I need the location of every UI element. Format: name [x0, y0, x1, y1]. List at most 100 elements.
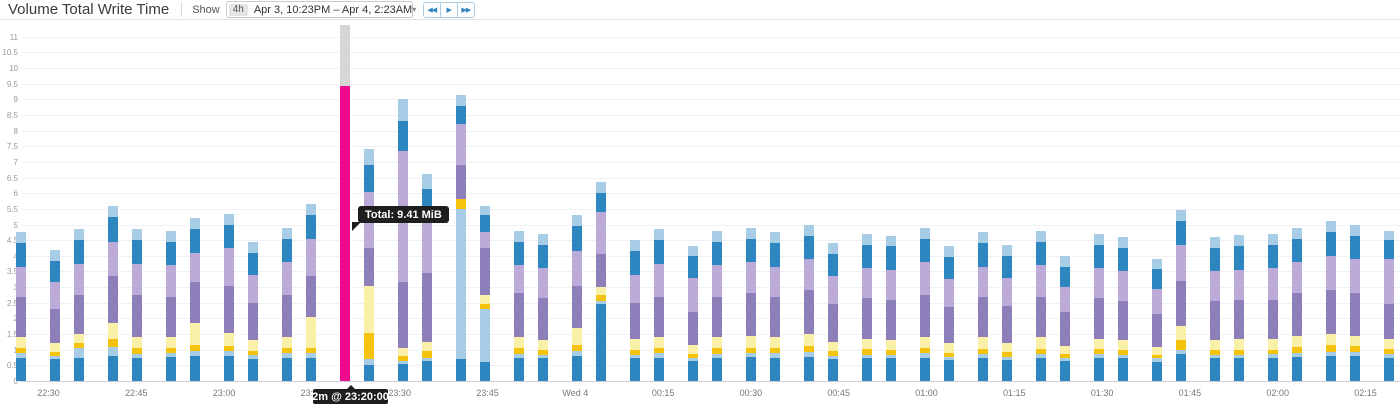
bar-segment-light-purple — [746, 262, 756, 294]
skip-forward-icon: ▶▶ — [461, 6, 471, 14]
bar-segment-blue-2 — [1291, 238, 1302, 263]
bar-segment-purple — [769, 296, 780, 338]
stacked-bar[interactable] — [108, 205, 118, 381]
bar-segment-blue-2 — [456, 105, 466, 125]
bar-segment-light-blue — [224, 351, 234, 356]
stacked-bar[interactable] — [456, 94, 466, 381]
stacked-bar[interactable] — [189, 218, 200, 381]
gridline — [22, 287, 1400, 289]
stacked-bar[interactable] — [1233, 235, 1244, 381]
bar-segment-gold — [1384, 349, 1394, 354]
stacked-bar[interactable] — [1152, 259, 1162, 381]
bar-segment-blue-2 — [1384, 240, 1394, 259]
stacked-bar[interactable] — [630, 240, 640, 381]
stacked-bar[interactable] — [1117, 237, 1128, 381]
stacked-bar[interactable] — [421, 174, 432, 381]
stacked-bar[interactable] — [920, 227, 930, 381]
selected-bar[interactable] — [340, 86, 350, 381]
bar-segment-blue-2 — [282, 238, 292, 263]
stacked-bar[interactable] — [1268, 233, 1278, 381]
stacked-bar[interactable] — [15, 232, 26, 381]
stacked-bar[interactable] — [1384, 230, 1394, 381]
bar-segment-light-blue — [166, 352, 176, 357]
bar-segment-pale-yellow — [1384, 338, 1394, 350]
bar-segment-blue-2 — [1349, 235, 1360, 259]
stacked-bar[interactable] — [804, 224, 814, 381]
stacked-bar[interactable] — [1175, 210, 1186, 381]
stacked-bar[interactable] — [50, 249, 60, 381]
bar-segment-blue — [189, 355, 200, 381]
stacked-bar[interactable] — [711, 230, 722, 381]
bar-segment-light-purple — [943, 279, 954, 308]
stacked-bar[interactable] — [943, 246, 954, 381]
skip-back-button[interactable]: ◀◀ — [422, 1, 441, 18]
bar-segment-pale-yellow — [1210, 340, 1220, 351]
stacked-bar[interactable] — [1291, 227, 1302, 381]
stacked-bar[interactable] — [572, 215, 582, 381]
bar-segment-pale-yellow — [885, 340, 896, 351]
stacked-bar[interactable] — [1036, 230, 1046, 381]
time-range-dropdown[interactable]: 4h Apr 3, 10:23PM – Apr 4, 2:23AM ▾ — [225, 1, 416, 18]
stacked-bar[interactable] — [1326, 221, 1336, 381]
bar-segment-light-blue — [305, 352, 316, 358]
bar-segment-light-blue-2 — [15, 232, 26, 244]
y-axis-label: 6 — [13, 189, 18, 199]
bar-segment-light-blue-2 — [1384, 230, 1394, 241]
bar-segment-light-blue — [363, 359, 374, 366]
stacked-bar[interactable] — [73, 229, 84, 381]
stacked-bar[interactable] — [862, 233, 872, 381]
stacked-bar[interactable] — [595, 182, 606, 381]
stacked-bar[interactable] — [827, 243, 838, 381]
bar-segment-blue-2 — [1094, 244, 1104, 269]
bar-segment-light-purple — [1175, 244, 1186, 281]
stacked-bar[interactable] — [1059, 255, 1070, 381]
stacked-bar[interactable] — [1210, 237, 1220, 381]
stacked-bar[interactable] — [746, 227, 756, 381]
bar-segment-purple — [885, 299, 896, 341]
stacked-bar[interactable] — [247, 241, 258, 381]
bar-segment-pale-yellow — [978, 337, 988, 350]
x-axis-label: Wed 4 — [562, 388, 589, 398]
stacked-bar[interactable] — [537, 233, 548, 381]
stacked-bar[interactable] — [224, 213, 234, 381]
bar-segment-blue-2 — [1175, 221, 1186, 245]
bar-segment-blue — [746, 356, 756, 381]
bar-segment-blue — [804, 356, 814, 381]
bar-segment-purple — [862, 298, 872, 339]
bar-segment-blue-2 — [1326, 232, 1336, 256]
stacked-bar[interactable] — [514, 230, 524, 381]
stacked-bar[interactable] — [479, 205, 490, 381]
stacked-bar[interactable] — [305, 204, 316, 381]
bar-segment-light-blue-2 — [189, 218, 200, 230]
bar-segment-light-blue-2 — [131, 229, 142, 241]
stacked-bar[interactable] — [978, 232, 988, 381]
stacked-bar[interactable] — [1001, 244, 1012, 381]
bar-segment-purple — [827, 304, 838, 342]
bar-segment-light-blue — [537, 354, 548, 359]
play-button[interactable]: ▶ — [439, 1, 458, 18]
stacked-bar[interactable] — [688, 246, 698, 381]
stacked-bar[interactable] — [1094, 233, 1104, 381]
stacked-bar[interactable] — [131, 229, 142, 381]
gridline — [22, 318, 1400, 320]
stacked-bar[interactable] — [363, 149, 374, 381]
stacked-bar[interactable] — [885, 235, 896, 381]
bar-segment-light-purple — [15, 266, 26, 297]
bar-segment-purple — [398, 282, 408, 349]
stacked-bar[interactable] — [398, 99, 408, 381]
x-axis-label: 22:45 — [125, 388, 148, 398]
play-icon: ▶ — [446, 6, 452, 14]
stacked-bar[interactable] — [1349, 224, 1360, 381]
bar-segment-gold — [885, 350, 896, 355]
stacked-bar[interactable] — [166, 230, 176, 381]
bar-segment-light-blue-2 — [630, 240, 640, 252]
stacked-bar[interactable] — [769, 232, 780, 381]
stacked-bar[interactable] — [282, 227, 292, 381]
bar-segment-blue-2 — [920, 238, 930, 263]
bar-segment-purple — [537, 298, 548, 340]
skip-forward-button[interactable]: ▶▶ — [456, 1, 475, 18]
stacked-bar[interactable] — [653, 229, 664, 381]
bar-segment-blue — [862, 358, 872, 381]
gridline — [22, 83, 1400, 85]
gridline — [22, 224, 1400, 226]
